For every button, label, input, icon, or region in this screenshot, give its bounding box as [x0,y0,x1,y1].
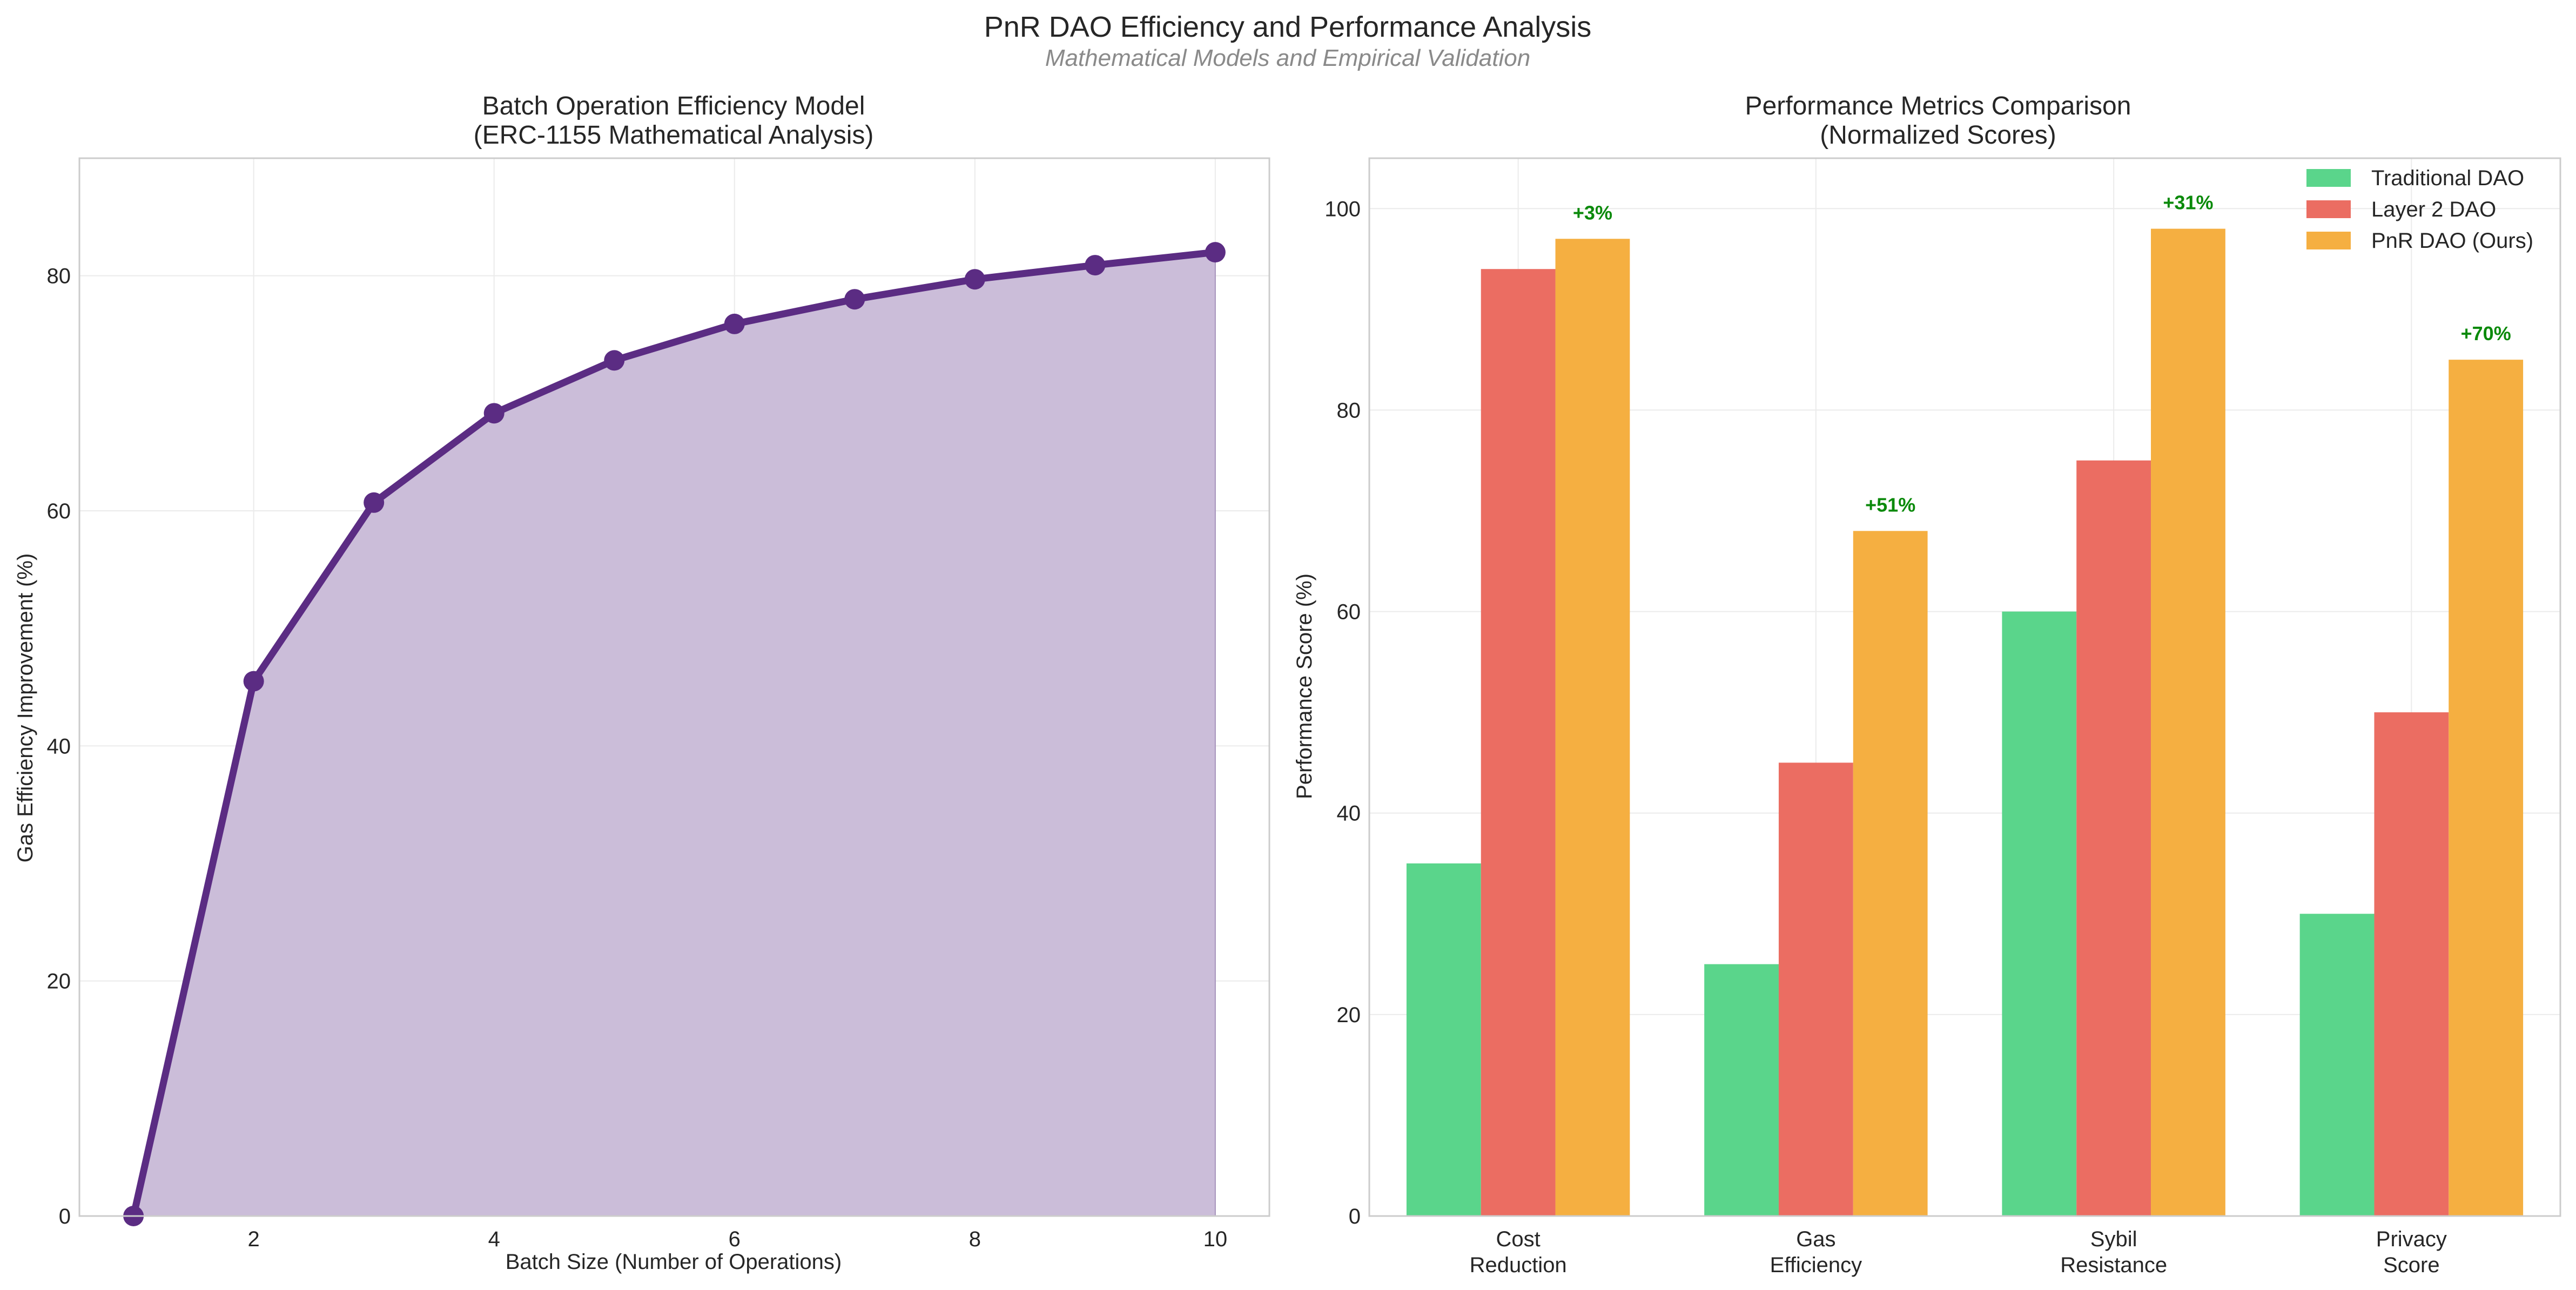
right-bar [1406,863,1481,1216]
left-series-line [130,248,1219,1220]
right-bar [2449,360,2524,1217]
right-improvement-annotation: +31% [2163,192,2213,214]
left-data-point [604,350,625,371]
right-bar [1778,762,1853,1216]
right-y-tick-label: 60 [1337,600,1361,624]
left-y-tick-label: 0 [59,1205,71,1228]
left-data-point [483,403,505,424]
right-bar [1853,531,1928,1217]
figure-title: PnR DAO Efficiency and Performance Analy… [984,11,1592,43]
right-improvement-annotation: +3% [1573,201,1612,224]
legend-label: PnR DAO (Ours) [2371,229,2533,253]
legend-label: Traditional DAO [2371,166,2524,190]
right-x-tick-label-line1: Sybil [2090,1227,2137,1251]
right-bar [1555,239,1630,1217]
right-x-tick-label-line1: Cost [1496,1227,1541,1251]
left-y-tick-label: 40 [47,734,71,758]
right-bar [2002,611,2077,1216]
left-data-point [243,671,264,692]
legend-swatch [2306,232,2351,249]
right-bar [2374,712,2449,1216]
right-chart-title-line1: Performance Metrics Comparison [1745,92,2131,120]
right-legend: Traditional DAO Layer 2 DAO PnR DAO (Ours) [2306,166,2533,253]
left-x-tick-label: 4 [488,1227,500,1251]
right-y-tick-label: 100 [1324,197,1361,221]
figure-subtitle: Mathematical Models and Empirical Valida… [1045,45,1530,71]
left-x-axis-label: Batch Size (Number of Operations) [506,1250,842,1274]
right-bar [1481,269,1556,1217]
left-x-tick-label: 6 [729,1227,741,1251]
right-y-tick-label: 20 [1337,1003,1361,1027]
right-chart-title-line2: (Normalized Scores) [1820,121,2056,150]
left-chart-title-line1: Batch Operation Efficiency Model [482,92,865,120]
legend-swatch [2306,169,2351,187]
right-y-tick-label: 0 [1349,1205,1361,1228]
right-x-tick-label-line1: Gas [1796,1227,1835,1251]
left-data-point [364,492,385,513]
left-y-tick-label: 80 [47,265,71,288]
left-data-point [1085,255,1106,276]
right-y-axis-label: Performance Score (%) [1293,573,1316,799]
left-data-point [844,289,865,310]
legend-label: Layer 2 DAO [2371,198,2496,221]
left-chart-title-line2: (ERC-1155 Mathematical Analysis) [474,121,874,150]
left-data-point [1205,242,1226,263]
left-data-point [964,269,985,290]
right-x-tick-label-line2: Resistance [2060,1253,2167,1277]
right-bar [1704,964,1779,1216]
right-x-tick-label-line1: Privacy [2376,1227,2447,1251]
right-x-tick-label-line2: Reduction [1470,1253,1567,1277]
right-x-tick-label-line2: Efficiency [1770,1253,1862,1277]
right-y-tick-label: 40 [1337,802,1361,826]
right-bar [2151,228,2225,1217]
batch-efficiency-chart: Batch Operation Efficiency Model (ERC-11… [14,92,1270,1274]
right-improvement-annotation: +51% [1865,494,1915,516]
right-bar [2076,460,2151,1216]
right-x-tick-label-line2: Score [2383,1253,2440,1277]
left-x-tick-label: 10 [1203,1227,1228,1251]
left-plot-frame [78,157,1270,1217]
left-x-tick-label: 2 [248,1227,260,1251]
right-improvement-annotation: +70% [2461,322,2511,345]
performance-metrics-chart: Performance Metrics Comparison (Normaliz… [1293,92,2561,1277]
left-y-tick-label: 60 [47,499,71,523]
right-plot-frame [1368,157,2561,1217]
left-x-tick-label: 8 [969,1227,981,1251]
right-bar [2299,914,2375,1216]
right-y-tick-label: 80 [1337,399,1361,422]
legend-swatch [2306,200,2351,218]
left-y-tick-label: 20 [47,970,71,994]
left-y-axis-label: Gas Efficiency Improvement (%) [14,553,37,863]
left-data-point [724,313,745,334]
